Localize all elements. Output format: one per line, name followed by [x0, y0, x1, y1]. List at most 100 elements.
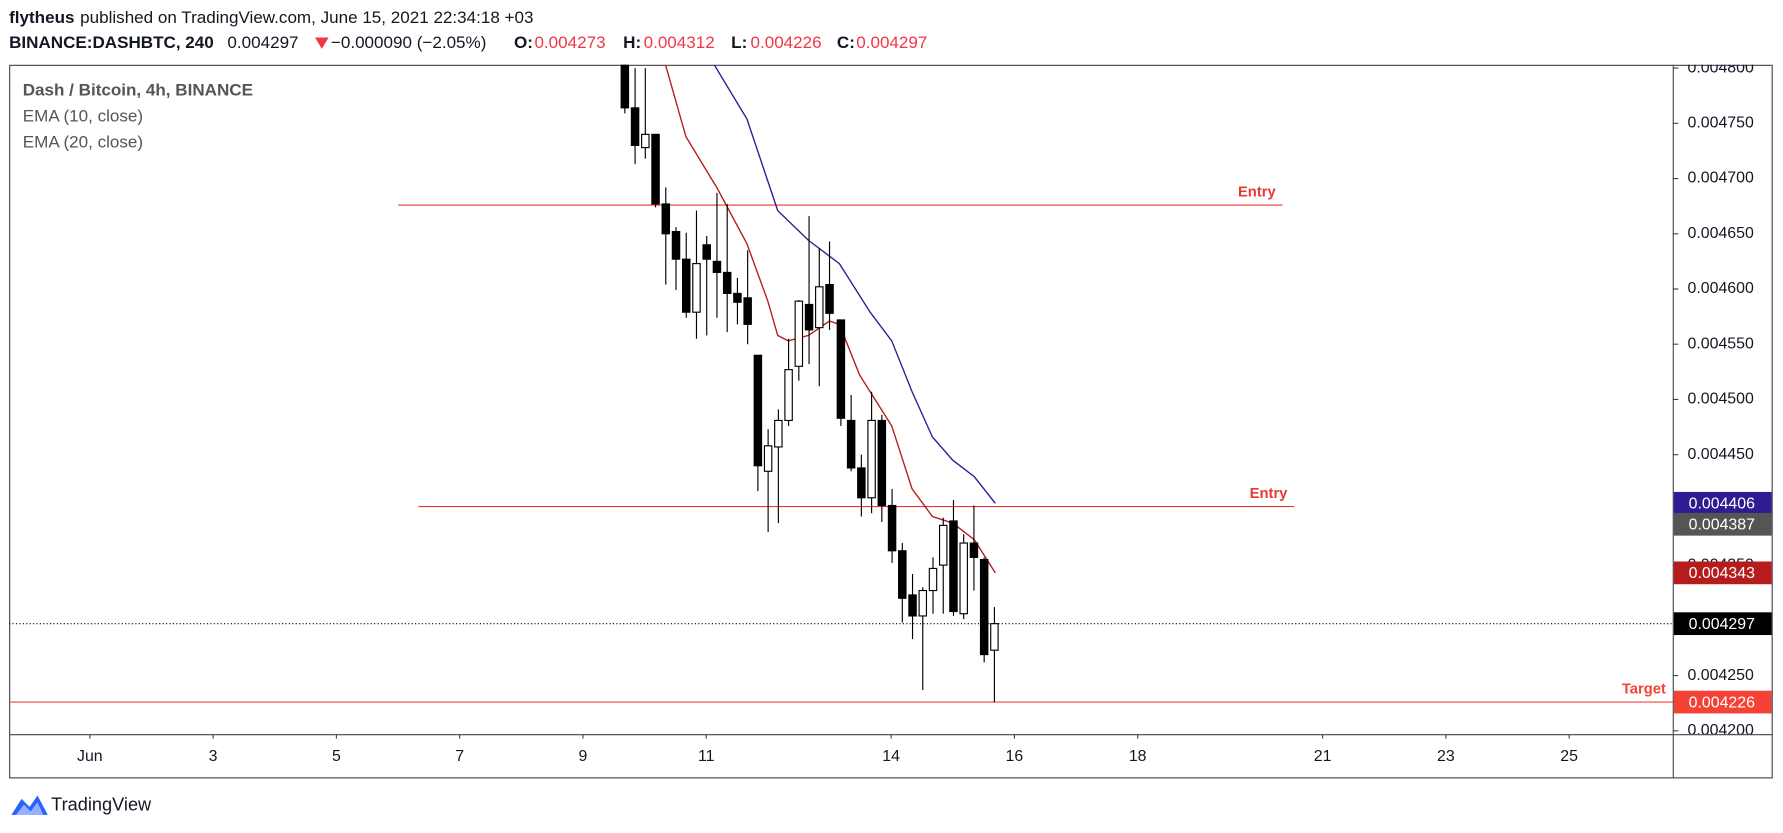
y-tick-label: 0.004250 [1687, 667, 1754, 684]
down-arrow [314, 37, 329, 49]
x-tick-label: 7 [455, 748, 464, 765]
price-badge-label: 0.004297 [1689, 616, 1756, 633]
ohlc-value: 0.004312 [644, 33, 715, 52]
price-badge-label: 0.004387 [1689, 517, 1756, 534]
candle-body [918, 589, 928, 617]
candle-body [804, 303, 814, 331]
brand-name: TradingView [51, 795, 152, 815]
price-badge [1673, 612, 1772, 636]
y-tick-label: 0.004200 [1687, 722, 1754, 739]
candle-body [661, 203, 671, 235]
candle-body [887, 504, 897, 552]
candle-body [753, 354, 763, 467]
candle-body [990, 623, 999, 651]
x-tick-label: 5 [332, 748, 341, 765]
line-label: Entry [1238, 184, 1277, 200]
candle-body [949, 520, 958, 613]
y-tick-label: 0.004600 [1687, 280, 1754, 297]
ema-line [713, 64, 996, 504]
plot-area: Entry Entry Target [9, 64, 1673, 703]
y-tick-label: 0.004550 [1687, 335, 1754, 352]
x-tick-label: 16 [1006, 748, 1024, 765]
price-badge-label: 0.004226 [1689, 694, 1756, 711]
ohlc-key: O: [514, 33, 533, 52]
candle-body [867, 419, 876, 499]
y-tick-label: 0.004500 [1687, 391, 1754, 408]
candle-body [908, 594, 917, 617]
candle-body [763, 445, 773, 472]
author: flytheus [9, 8, 74, 27]
y-tick-label: 0.004800 [1687, 59, 1754, 76]
symbol-line: BINANCE:DASHBTC, 240 0.004297 −0.000090 … [9, 33, 927, 52]
price-badge [1673, 561, 1772, 585]
candle-body [692, 263, 701, 313]
x-tick-label: 14 [882, 748, 900, 765]
candle-body [846, 419, 856, 469]
candle-body [681, 258, 691, 313]
candle-body [784, 369, 793, 422]
overlay-layer: 0.004406 0.004387 0.004343 0.004297 0.004226 [1673, 491, 1772, 714]
line-label: Entry [1250, 486, 1289, 502]
candle-body [702, 244, 711, 260]
candle-body [815, 286, 824, 329]
ohlc-key: H: [623, 33, 641, 52]
price-badge [1673, 491, 1772, 515]
candle-body [836, 319, 846, 419]
x-tick-label: 3 [209, 748, 218, 765]
candle-body [959, 542, 968, 615]
ohlc-key: L: [731, 33, 747, 52]
candle-body [928, 567, 938, 592]
candle-body [825, 284, 834, 314]
price-badge [1673, 512, 1772, 536]
candle-body [979, 559, 989, 656]
candle-body [877, 419, 887, 507]
publish-line: flytheus published on TradingView.com, Ju… [9, 8, 533, 27]
x-tick-label: Jun [77, 748, 103, 765]
ohlc-value: 0.004273 [534, 33, 605, 52]
x-tick-label: 21 [1314, 748, 1332, 765]
symbol: BINANCE:DASHBTC, 240 [9, 33, 214, 52]
y-tick-label: 0.004750 [1687, 115, 1754, 132]
published: published on TradingView.com, June 15, 2… [80, 8, 533, 27]
legend-entry: EMA (20, close) [23, 133, 143, 152]
candle-body [774, 419, 783, 448]
candle-body [671, 230, 681, 260]
last-price: 0.004297 [227, 33, 298, 52]
legend-entry: EMA (10, close) [23, 107, 143, 126]
candle-body [743, 297, 752, 325]
candle-body [794, 300, 804, 367]
candle-body [630, 107, 640, 146]
candle-body [722, 271, 732, 294]
x-tick-label: 18 [1129, 748, 1147, 765]
candle-body [651, 133, 660, 205]
change: −0.000090 (−2.05%) [331, 33, 486, 52]
candle-body [641, 133, 650, 149]
x-tick-label: 11 [698, 748, 715, 765]
candle-body [620, 64, 630, 109]
candle-body [898, 550, 907, 599]
price-badge [1673, 690, 1772, 714]
candle-body [712, 260, 722, 273]
x-tick-label: 25 [1560, 748, 1578, 765]
legend-symbol: Dash / Bitcoin, 4h, BINANCE [23, 80, 253, 99]
y-tick-label: 0.004700 [1687, 170, 1754, 187]
x-tick-label: 9 [579, 748, 588, 765]
brand-logo [11, 795, 48, 815]
price-badge-label: 0.004343 [1689, 565, 1756, 582]
ohlc-key: C: [837, 33, 855, 52]
ohlc-value: 0.004226 [750, 33, 821, 52]
y-tick-label: 0.004650 [1687, 225, 1754, 242]
candle-body [938, 524, 948, 566]
x-tick-label: 23 [1437, 748, 1455, 765]
y-tick-label: 0.004450 [1687, 446, 1754, 463]
price-badge-label: 0.004406 [1689, 496, 1756, 513]
chart-frame [9, 64, 1773, 779]
logo-highlight [15, 802, 44, 815]
candle-body [969, 542, 979, 558]
ema-line [664, 64, 996, 574]
line-label: Target [1622, 682, 1666, 698]
candle-body [857, 467, 866, 499]
candle-body [733, 292, 742, 303]
